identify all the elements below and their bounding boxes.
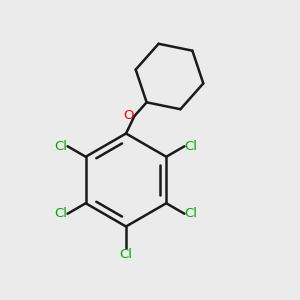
Text: Cl: Cl [55,140,68,153]
Text: Cl: Cl [119,248,133,260]
Text: Cl: Cl [55,207,68,220]
Text: O: O [124,109,134,122]
Text: Cl: Cl [184,207,197,220]
Text: Cl: Cl [184,140,197,153]
